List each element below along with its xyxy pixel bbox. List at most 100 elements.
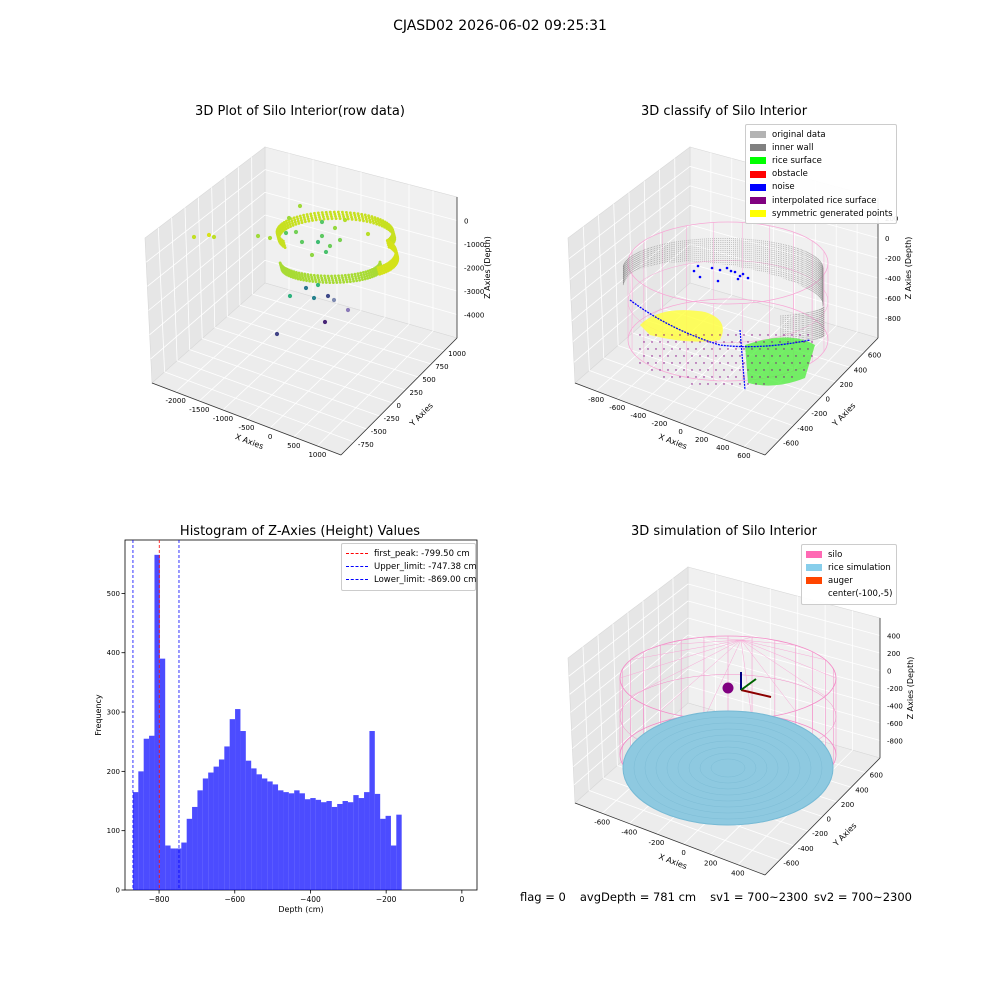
classify-z-tick-label: 0 bbox=[885, 235, 889, 243]
raw-rim-point bbox=[309, 212, 313, 216]
raw-rim-point bbox=[327, 278, 331, 282]
histogram-bar bbox=[154, 554, 160, 890]
histogram-bar bbox=[310, 798, 316, 890]
classify-interpolated-point bbox=[663, 348, 665, 350]
classify-interpolated-point bbox=[731, 355, 733, 357]
raw-rim-point bbox=[361, 217, 365, 221]
raw-rim-point bbox=[297, 222, 301, 225]
classify-interpolated-point bbox=[747, 355, 749, 357]
raw-rim-point bbox=[318, 215, 321, 219]
classify-interpolated-point bbox=[759, 376, 761, 378]
raw-rim-point bbox=[360, 215, 364, 218]
histogram-bar bbox=[369, 731, 375, 890]
classify-x-tick-label: 600 bbox=[737, 452, 750, 460]
simulation-z-tick-label: 400 bbox=[887, 633, 900, 641]
raw-rim-point bbox=[346, 215, 350, 219]
classify-interpolated-point bbox=[707, 369, 709, 371]
raw-back-gridline bbox=[264, 191, 458, 245]
classify-interpolated-point bbox=[799, 362, 801, 364]
classify-legend-swatch bbox=[750, 210, 766, 218]
raw-x-tick-label: -2000 bbox=[165, 397, 185, 405]
classify-y-tick-label: 400 bbox=[854, 366, 867, 374]
raw-back-gridline bbox=[264, 237, 458, 292]
classify-interpolated-point bbox=[719, 348, 721, 350]
histogram-bar bbox=[149, 735, 155, 890]
raw-rim-point bbox=[355, 279, 359, 283]
classify-interpolated-point bbox=[743, 348, 745, 350]
classify-interpolated-point bbox=[751, 362, 753, 364]
histogram-bar bbox=[170, 848, 176, 890]
classify-legend-item: symmetric generated points bbox=[750, 207, 893, 220]
raw-rim-point bbox=[283, 223, 287, 226]
raw-scatter-point bbox=[283, 230, 289, 236]
classify-x-axis-label: X Axies bbox=[657, 432, 688, 451]
histogram-bar bbox=[331, 806, 338, 890]
histogram-legend-label: Lower_limit: -869.00 cm bbox=[374, 574, 477, 585]
histogram-bar bbox=[299, 793, 305, 890]
raw-rim-point bbox=[301, 276, 305, 280]
raw-scatter-point bbox=[315, 282, 321, 288]
classify-interpolated-point bbox=[719, 334, 721, 336]
classify-legend-item: interpolated rice surface bbox=[750, 194, 892, 207]
classify-legend-item: inner wall bbox=[750, 141, 892, 154]
simulation-legend-swatch bbox=[806, 564, 822, 572]
simulation-rice-mesh bbox=[699, 752, 757, 784]
raw-rim-point bbox=[354, 216, 357, 219]
classify-interpolated-point bbox=[723, 369, 725, 371]
classify-interpolated-point bbox=[687, 376, 689, 378]
sv2-text: sv2 = 700~2300 bbox=[814, 890, 912, 904]
classify-interpolated-point bbox=[787, 369, 789, 371]
raw-scatter-point bbox=[331, 297, 337, 303]
raw-floor-gridline bbox=[164, 371, 355, 443]
raw-point-cloud bbox=[191, 203, 400, 337]
simulation-legend-item: silo bbox=[806, 548, 892, 561]
raw-rim-point bbox=[317, 213, 321, 217]
classify-noise-point bbox=[738, 274, 742, 278]
histogram-bar bbox=[347, 802, 354, 890]
raw-rim-point bbox=[304, 220, 307, 224]
classify-noise-point bbox=[696, 264, 700, 268]
classify-interpolated-point bbox=[763, 341, 765, 343]
classify-interpolated-point bbox=[739, 341, 741, 343]
classify-interpolated-point bbox=[695, 334, 697, 336]
raw-rim-point bbox=[357, 274, 360, 278]
raw-rim-point bbox=[335, 281, 339, 284]
simulation-back-gridline bbox=[687, 651, 881, 706]
raw-floor-gridline bbox=[202, 338, 393, 404]
raw-rim-point bbox=[321, 280, 325, 284]
classify-interpolated-point bbox=[687, 362, 689, 364]
raw-rim-point bbox=[334, 276, 338, 280]
classify-interpolated-point bbox=[783, 334, 785, 336]
raw-rim-point bbox=[367, 214, 371, 218]
classify-interpolated-point bbox=[699, 355, 701, 357]
raw-rim-point bbox=[312, 273, 316, 277]
histogram-y-tick-label: 300 bbox=[107, 709, 120, 717]
simulation-roof-line bbox=[630, 639, 742, 697]
classify-interpolated-point bbox=[687, 334, 689, 336]
raw-scatter-point bbox=[267, 235, 273, 241]
raw-rim-point bbox=[344, 276, 348, 279]
raw-rim-point bbox=[369, 268, 372, 272]
classify-interpolated-point bbox=[743, 334, 745, 336]
classify-interpolated-point bbox=[735, 362, 737, 364]
raw-rim-point bbox=[367, 216, 371, 220]
raw-rim-point bbox=[327, 276, 331, 280]
classify-legend-swatch bbox=[750, 183, 766, 191]
simulation-legend-item: center(-100,-5) bbox=[806, 588, 892, 601]
raw-rim-point bbox=[309, 273, 313, 277]
histogram-bar bbox=[278, 790, 284, 890]
raw-rim-point bbox=[311, 219, 314, 222]
simulation-legend-swatch bbox=[806, 591, 822, 598]
classify-interpolated-point bbox=[711, 362, 713, 364]
raw-rim-point bbox=[290, 219, 294, 223]
raw-rim-point bbox=[303, 218, 307, 221]
classify-x-tick-label: 400 bbox=[716, 444, 729, 452]
classify-legend-swatch bbox=[750, 157, 766, 165]
classify-legend-label: interpolated rice surface bbox=[772, 195, 877, 206]
raw-rim-point bbox=[332, 210, 336, 214]
classify-legend-label: original data bbox=[772, 129, 826, 140]
classify-interpolated-point bbox=[743, 362, 745, 364]
raw-x-tick-label: -500 bbox=[239, 424, 255, 432]
raw-scatter-point bbox=[255, 233, 261, 239]
classify-interpolated-point bbox=[671, 348, 673, 350]
